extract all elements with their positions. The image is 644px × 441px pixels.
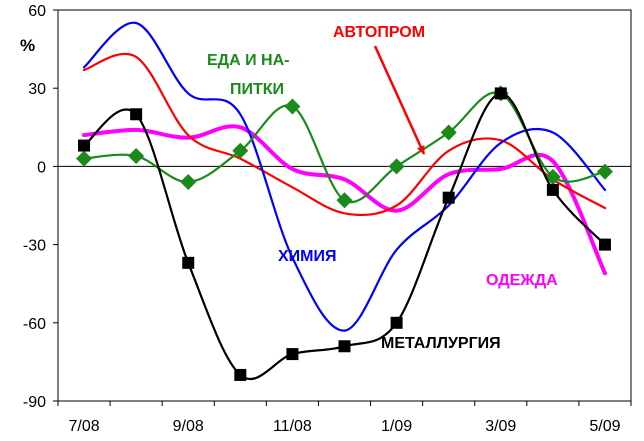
data-point-metal [130, 108, 143, 121]
data-point-metal [286, 348, 299, 361]
annotation-food-line2: ПИТКИ [230, 81, 284, 98]
data-point-metal [182, 256, 195, 269]
x-tick-label: 11/08 [273, 418, 312, 435]
data-point-metal [546, 183, 559, 196]
annotation-auto: АВТОПРОМ [333, 24, 425, 41]
y-tick-label: 0 [37, 159, 46, 176]
y-axis-label: % [20, 36, 35, 55]
x-tick-label: 9/08 [173, 418, 204, 435]
series-metal [78, 87, 611, 381]
data-point-metal [494, 87, 507, 100]
y-tick-label: -60 [23, 316, 46, 333]
data-point-metal [78, 139, 91, 152]
series-line-food [82, 91, 607, 204]
data-point-food [232, 142, 249, 159]
series-layer [76, 21, 613, 381]
y-tick-label: -30 [23, 238, 46, 255]
annotation-auto-arrow [373, 45, 426, 155]
y-tick-label: 30 [28, 81, 46, 98]
data-point-food [128, 147, 145, 164]
x-tick-label: 7/08 [68, 418, 99, 435]
annotation-food-line1: ЕДА И НА- [207, 52, 289, 69]
annotation-layer: % ЕДА И НА- ПИТКИ АВТОПРОМ ХИМИЯ ОДЕЖДА … [20, 24, 558, 352]
tick-labels: 60 30 0 -30 -60 -90 7/08 9/08 11/08 1/09 3/09 5/09 [23, 3, 621, 435]
y-tick-label: -90 [23, 394, 46, 411]
annotation-clothes: ОДЕЖДА [486, 272, 558, 289]
x-tick-label: 5/09 [589, 418, 620, 435]
data-point-metal [598, 238, 611, 251]
data-point-food [76, 150, 93, 167]
data-point-metal [338, 340, 351, 353]
data-point-food [388, 158, 405, 175]
data-point-food [180, 174, 197, 191]
plot-frame [57, 9, 632, 402]
data-point-food [440, 124, 457, 141]
x-tick-label: 1/09 [381, 418, 412, 435]
series-line-chem [82, 21, 607, 332]
y-tick-label: 60 [28, 3, 46, 20]
data-point-food [596, 163, 613, 180]
series-line-auto [82, 52, 607, 217]
data-point-metal [442, 191, 455, 204]
annotation-metal: МЕТАЛЛУРГИЯ [381, 335, 501, 352]
series-auto [82, 52, 607, 217]
annotation-chem: ХИМИЯ [278, 248, 337, 265]
data-point-food [284, 98, 301, 115]
x-tick-label: 3/09 [485, 418, 516, 435]
series-line-metal [82, 92, 607, 381]
data-point-food [336, 192, 353, 209]
data-point-metal [234, 368, 247, 381]
series-chem [82, 21, 607, 332]
data-point-metal [390, 316, 403, 329]
